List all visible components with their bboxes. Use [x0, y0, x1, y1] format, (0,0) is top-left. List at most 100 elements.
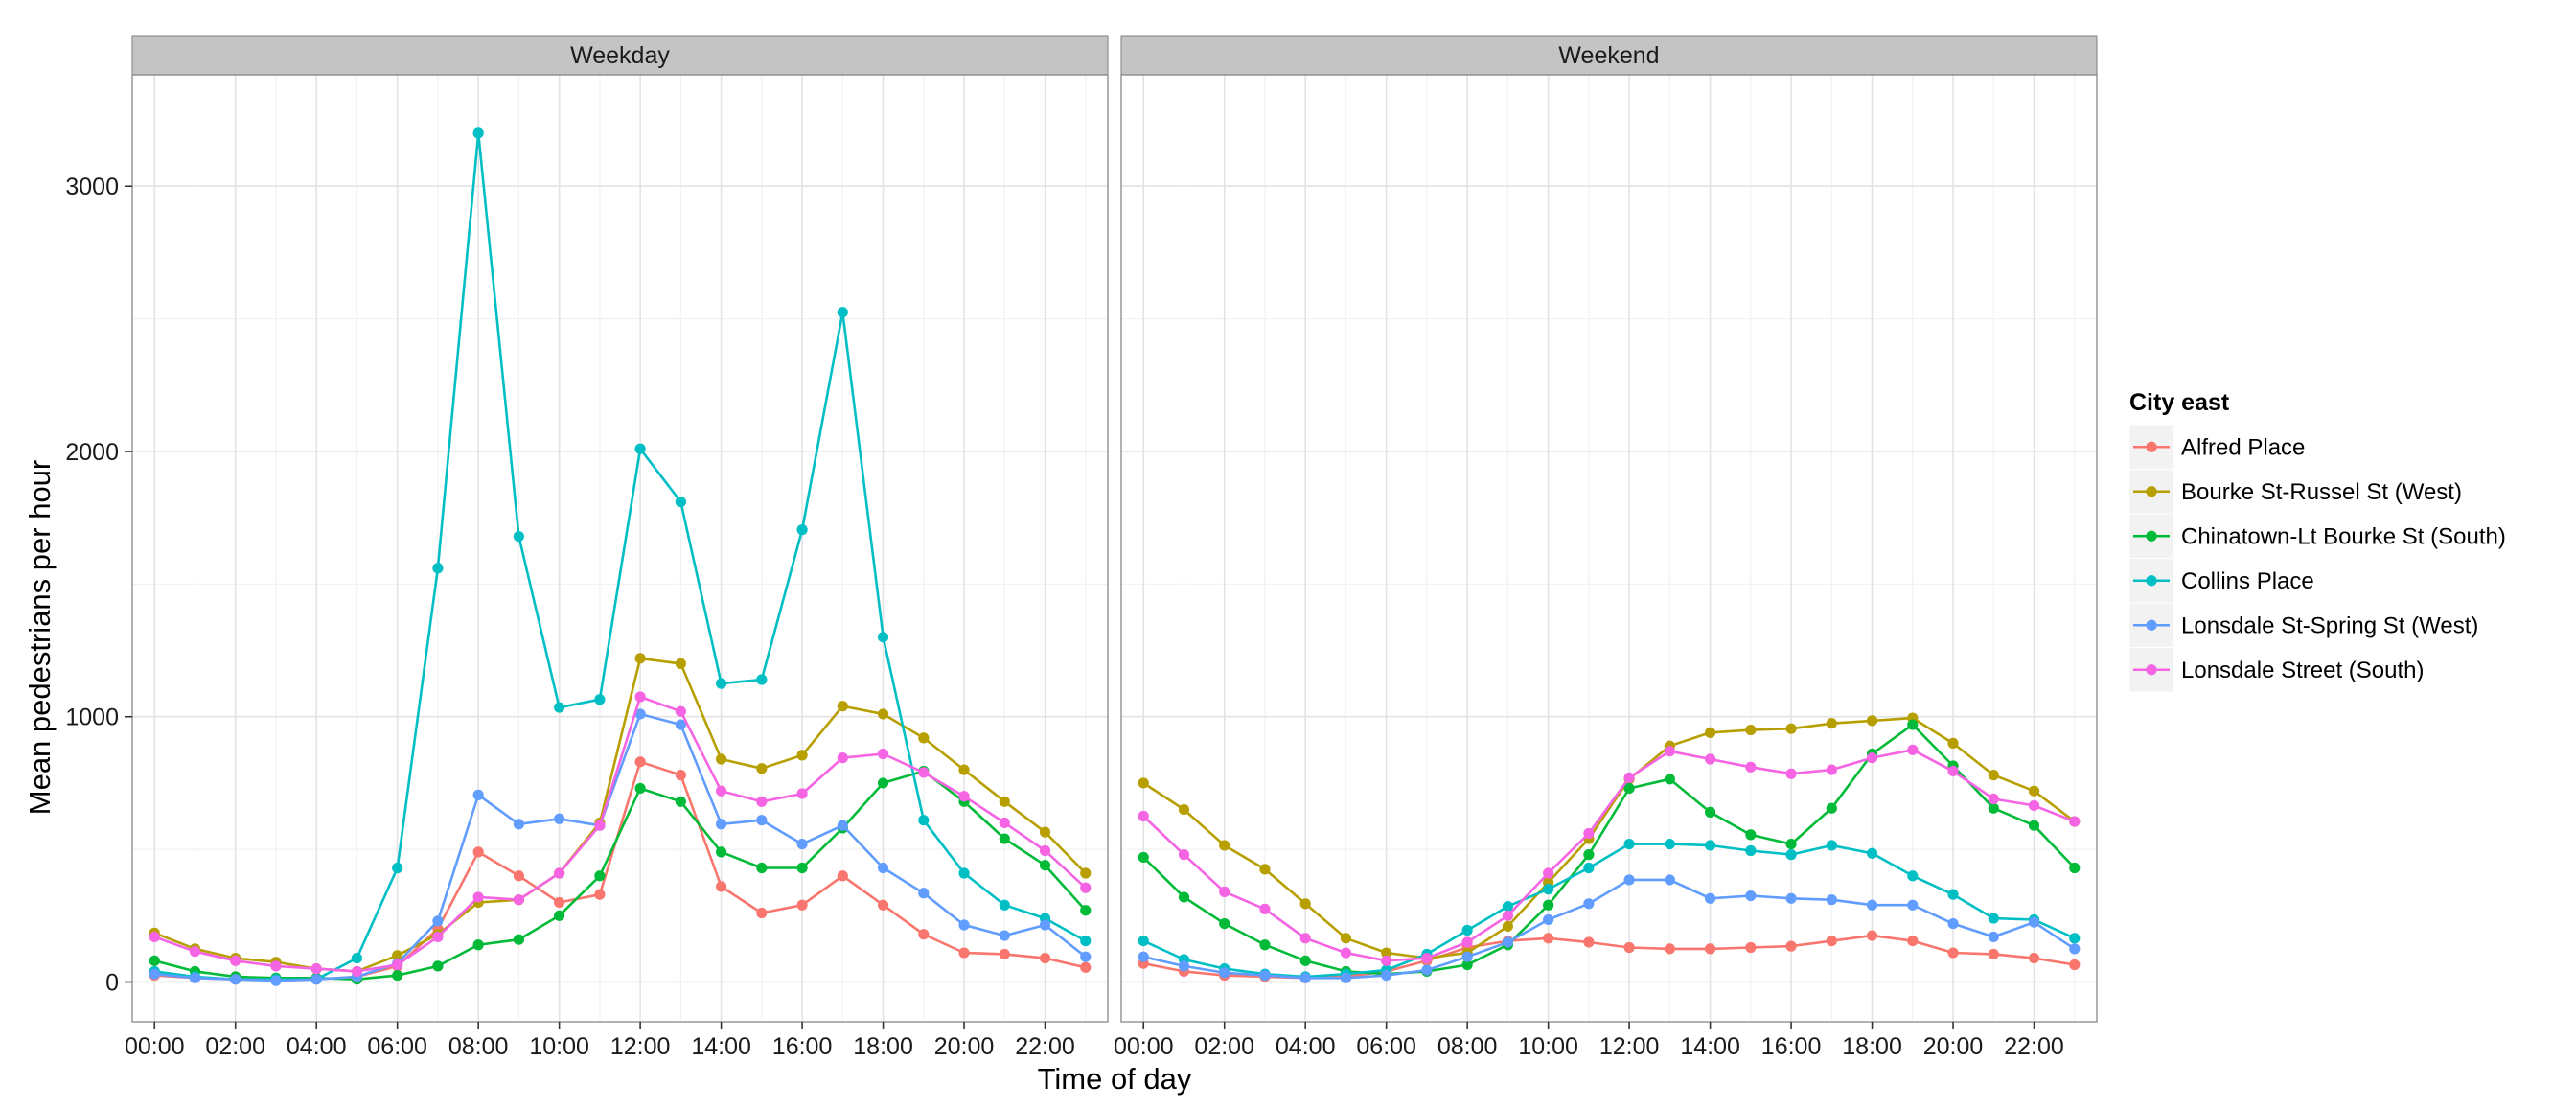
data-point	[1664, 774, 1675, 785]
data-point	[1259, 864, 1271, 875]
data-point	[1502, 910, 1513, 921]
x-tick-label: 00:00	[1114, 1033, 1174, 1060]
panel-weekend: Weekend 00:00 02:00 04:00 06:00 08:00 10:00 12:…	[1114, 35, 2098, 1060]
data-point	[2028, 785, 2040, 797]
data-point	[1340, 972, 1352, 983]
data-point	[756, 674, 768, 685]
legend-label: Bourke St-Russel St (West)	[2181, 479, 2462, 505]
data-point	[2028, 820, 2040, 831]
data-point	[837, 752, 848, 764]
data-point	[1826, 894, 1837, 906]
data-point	[1988, 913, 1999, 924]
data-point	[1340, 933, 1352, 944]
data-point	[2069, 959, 2081, 971]
data-point	[1947, 889, 1959, 900]
data-point	[1080, 867, 1092, 879]
data-point	[1988, 931, 1999, 943]
data-point	[1138, 851, 1149, 864]
data-point	[554, 702, 565, 713]
data-point	[1785, 940, 1797, 952]
data-point	[1907, 744, 1919, 755]
data-point	[392, 862, 403, 874]
data-point	[513, 819, 524, 830]
legend-item: Bourke St-Russel St (West)	[2128, 469, 2462, 515]
data-point	[149, 955, 160, 966]
data-point	[1826, 802, 1837, 814]
data-point	[189, 946, 201, 958]
data-point	[877, 777, 889, 789]
legend-label: Collins Place	[2181, 568, 2314, 594]
data-point	[230, 974, 242, 985]
data-point	[1947, 765, 1959, 777]
data-point	[716, 819, 727, 830]
data-point	[2028, 916, 2040, 928]
data-point	[1664, 746, 1675, 757]
legend-item: Lonsdale Street (South)	[2128, 647, 2425, 693]
data-point	[1461, 936, 1473, 948]
data-point	[1421, 952, 1433, 964]
data-point	[351, 952, 363, 964]
series-line	[1142, 843, 2076, 979]
data-point	[999, 930, 1010, 941]
legend-item: Chinatown-Lt Bourke St (South)	[2128, 513, 2506, 559]
data-point	[1947, 947, 1959, 959]
data-point	[1866, 899, 1878, 911]
data-point	[1623, 941, 1635, 954]
x-tick-label: 00:00	[125, 1033, 185, 1060]
x-tick-label: 16:00	[772, 1033, 833, 1060]
data-point	[837, 820, 848, 831]
data-point	[1502, 901, 1513, 913]
data-point	[1300, 933, 1311, 944]
legend-label: Alfred Place	[2181, 434, 2305, 460]
data-point	[1039, 919, 1051, 931]
data-point	[1705, 806, 1716, 818]
data-point	[594, 820, 606, 831]
data-point	[554, 896, 565, 909]
legend-key-point	[2146, 486, 2157, 497]
data-point	[675, 796, 686, 807]
data-point	[796, 750, 808, 761]
y-tick-label: 1000	[65, 705, 119, 731]
data-point	[1461, 951, 1473, 962]
data-point	[1705, 753, 1716, 765]
data-point	[1826, 764, 1837, 775]
x-tick-label: 10:00	[529, 1033, 589, 1060]
x-tick-label: 20:00	[1923, 1033, 1984, 1060]
strip-label: Weekend	[1558, 42, 1659, 69]
data-point	[999, 833, 1010, 844]
data-point	[2069, 816, 2081, 827]
legend-label: Chinatown-Lt Bourke St (South)	[2181, 523, 2506, 549]
data-point	[1178, 849, 1190, 861]
data-point	[1745, 844, 1757, 857]
data-point	[796, 788, 808, 799]
data-point	[675, 719, 686, 730]
data-point	[918, 929, 930, 940]
data-point	[1826, 718, 1837, 729]
plot-background	[132, 75, 1108, 1022]
data-point	[1623, 874, 1635, 886]
data-point	[1340, 947, 1352, 959]
data-point	[1583, 898, 1595, 910]
x-tick-label: 02:00	[1194, 1033, 1254, 1060]
data-point	[149, 931, 160, 943]
data-point	[958, 947, 970, 959]
data-point	[1219, 840, 1230, 851]
data-point	[958, 919, 970, 931]
data-point	[1866, 752, 1878, 764]
series-line	[154, 712, 1087, 982]
legend-title: City east	[2129, 389, 2230, 416]
data-point	[999, 796, 1010, 807]
data-point	[472, 789, 484, 800]
data-point	[756, 815, 768, 826]
data-point	[1461, 959, 1473, 971]
data-point	[392, 959, 403, 971]
legend-key-point	[2146, 664, 2157, 676]
data-point	[270, 975, 282, 986]
data-point	[634, 653, 646, 664]
series-line	[1142, 723, 2076, 976]
x-tick-label: 04:00	[287, 1033, 347, 1060]
data-point	[1664, 874, 1675, 886]
data-point	[958, 791, 970, 802]
data-point	[1381, 955, 1392, 966]
panel-border	[131, 74, 1109, 1023]
